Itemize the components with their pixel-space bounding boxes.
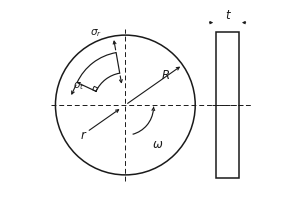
Text: $\sigma_t$: $\sigma_t$ [73, 81, 85, 92]
Bar [216, 32, 239, 178]
Text: $\sigma_r$: $\sigma_r$ [91, 28, 103, 39]
Text: t: t [225, 9, 230, 22]
Text: R: R [162, 69, 170, 82]
Text: $\omega$: $\omega$ [153, 138, 164, 151]
Text: r: r [81, 129, 86, 142]
